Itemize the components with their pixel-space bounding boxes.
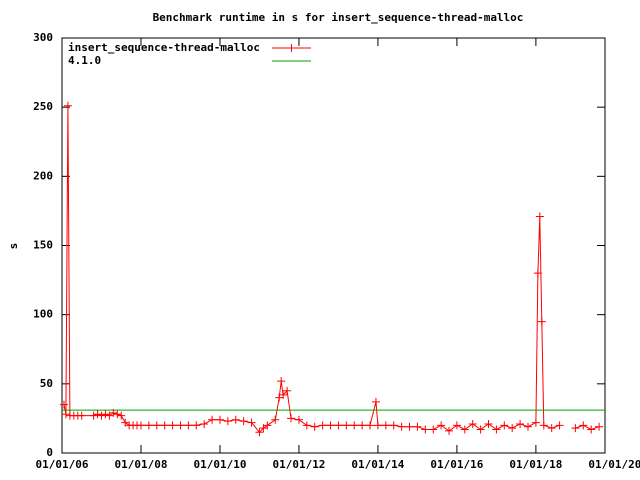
point-marker <box>283 386 292 395</box>
point-marker <box>277 377 286 386</box>
x-tick-label: 01/01/10 <box>193 458 246 471</box>
point-marker <box>77 411 86 420</box>
y-tick-label: 100 <box>33 308 53 321</box>
point-marker <box>595 422 604 431</box>
x-tick-label: 01/01/18 <box>509 458 562 471</box>
point-marker <box>373 421 382 430</box>
point-marker <box>302 421 311 430</box>
point-marker <box>413 422 422 431</box>
point-marker <box>533 269 542 278</box>
point-marker <box>310 422 319 431</box>
x-tick-label: 01/01/12 <box>272 458 325 471</box>
y-tick-label: 0 <box>46 446 53 459</box>
point-marker <box>389 421 398 430</box>
point-marker <box>397 422 406 431</box>
point-marker <box>342 421 351 430</box>
point-marker <box>215 415 224 424</box>
point-marker <box>452 421 461 430</box>
point-marker <box>271 415 280 424</box>
point-marker <box>136 421 145 430</box>
point-marker <box>421 425 430 434</box>
point-marker <box>326 421 335 430</box>
point-marker <box>468 419 477 428</box>
x-tick-label: 01/01/14 <box>351 458 404 471</box>
point-marker <box>61 410 70 419</box>
point-marker <box>508 424 517 433</box>
x-tick-label: 01/01/20 <box>588 458 640 471</box>
point-marker <box>113 410 122 419</box>
point-marker <box>587 425 596 434</box>
point-marker <box>318 421 327 430</box>
point-marker <box>63 101 72 110</box>
legend-label: 4.1.0 <box>68 54 101 67</box>
point-marker <box>539 421 548 430</box>
point-marker <box>255 428 264 437</box>
y-tick-label: 150 <box>33 239 53 252</box>
x-tick-label: 01/01/08 <box>114 458 167 471</box>
point-marker <box>89 411 98 420</box>
point-marker <box>571 424 580 433</box>
point-marker <box>152 421 161 430</box>
y-tick-label: 250 <box>33 100 53 113</box>
point-marker <box>263 421 272 430</box>
point-marker <box>279 390 288 399</box>
point-marker <box>500 421 509 430</box>
point-marker <box>350 421 359 430</box>
point-marker <box>168 421 177 430</box>
point-marker <box>59 400 68 409</box>
point-marker <box>334 421 343 430</box>
point-marker <box>429 425 438 434</box>
point-marker <box>405 422 414 431</box>
point-marker <box>579 421 588 430</box>
point-marker <box>93 410 102 419</box>
point-marker <box>287 414 296 423</box>
point-marker <box>535 212 544 221</box>
x-tick-label: 01/01/16 <box>430 458 483 471</box>
y-axis-label: s <box>7 243 20 250</box>
point-marker <box>358 421 367 430</box>
point-marker <box>101 410 110 419</box>
point-marker <box>484 419 493 428</box>
x-tick-label: 01/01/06 <box>36 458 89 471</box>
point-marker <box>547 424 556 433</box>
point-marker <box>366 421 375 430</box>
y-tick-label: 300 <box>33 31 53 44</box>
point-marker <box>239 417 248 426</box>
point-marker <box>437 421 446 430</box>
point-marker <box>223 417 232 426</box>
point-marker <box>176 421 185 430</box>
y-tick-label: 200 <box>33 169 53 182</box>
point-marker <box>445 426 454 435</box>
point-marker <box>247 418 256 427</box>
point-marker <box>117 411 126 420</box>
point-marker <box>555 421 564 430</box>
point-marker <box>460 425 469 434</box>
point-marker <box>231 415 240 424</box>
point-marker <box>144 421 153 430</box>
point-marker <box>531 418 540 427</box>
point-marker <box>294 415 303 424</box>
point-marker <box>492 425 501 434</box>
point-marker <box>476 425 485 434</box>
point-marker <box>184 421 193 430</box>
point-marker <box>192 421 201 430</box>
point-marker <box>208 415 217 424</box>
y-tick-label: 50 <box>40 377 53 390</box>
legend-label: insert_sequence-thread-malloc <box>68 41 260 54</box>
chart-title: Benchmark runtime in s for insert_sequen… <box>153 11 524 24</box>
point-marker <box>537 317 546 326</box>
legend-marker <box>287 44 296 52</box>
point-marker <box>200 419 209 428</box>
point-marker <box>97 411 106 420</box>
point-marker <box>160 421 169 430</box>
point-marker <box>523 422 532 431</box>
point-marker <box>371 397 380 406</box>
point-marker <box>516 419 525 428</box>
point-marker <box>381 421 390 430</box>
